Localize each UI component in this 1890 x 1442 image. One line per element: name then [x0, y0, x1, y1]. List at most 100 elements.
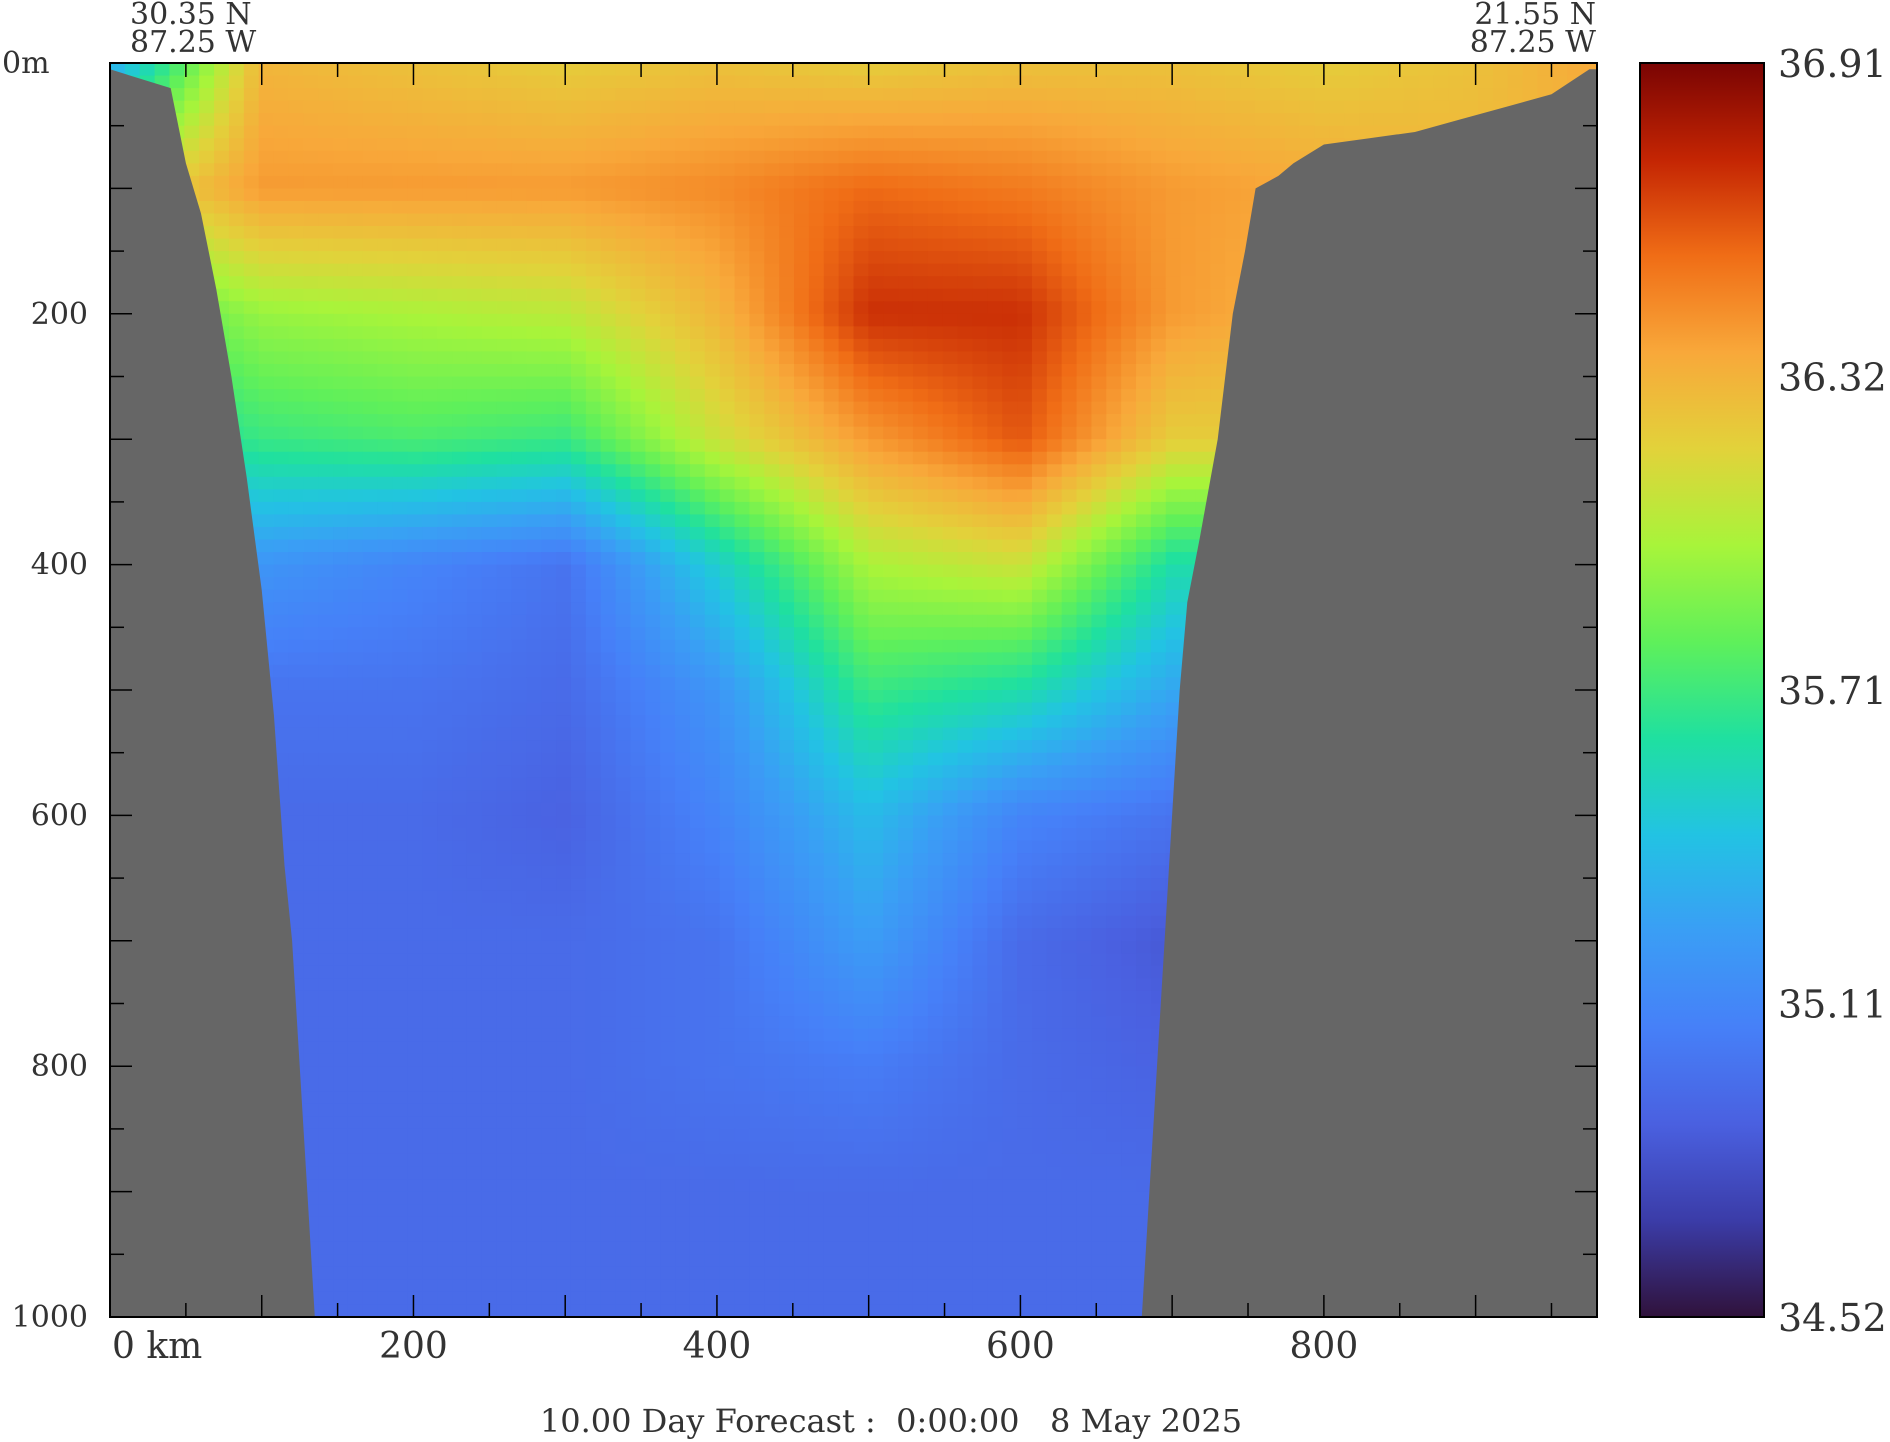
salinity-cell: [541, 526, 557, 541]
salinity-cell: [838, 401, 855, 415]
salinity-cell: [437, 451, 453, 465]
salinity-cell: [645, 251, 661, 265]
salinity-cell: [660, 451, 676, 465]
salinity-cell: [794, 125, 810, 139]
salinity-cell: [987, 539, 1003, 553]
salinity-cell: [764, 301, 780, 315]
salinity-cell: [1091, 589, 1107, 603]
salinity-cell: [362, 426, 379, 440]
salinity-cell: [868, 664, 884, 679]
salinity-cell: [481, 125, 498, 139]
salinity-cell: [481, 175, 498, 189]
salinity-cell: [912, 489, 929, 503]
salinity-cell: [437, 100, 453, 114]
salinity-cell: [526, 313, 542, 327]
salinity-cell: [615, 476, 632, 490]
salinity-cell: [452, 539, 468, 553]
salinity-cell: [1031, 251, 1048, 265]
salinity-cell: [898, 489, 914, 503]
salinity-cell: [333, 138, 349, 152]
salinity-cell: [288, 276, 304, 290]
salinity-cell: [333, 439, 349, 453]
salinity-cell: [228, 238, 245, 252]
salinity-cell: [1017, 489, 1033, 503]
salinity-cell: [764, 276, 780, 290]
salinity-cell: [764, 351, 780, 365]
salinity-cell: [303, 376, 319, 390]
salinity-cell: [660, 238, 676, 252]
salinity-cell: [912, 552, 929, 566]
salinity-cell: [794, 664, 810, 679]
salinity-cell: [407, 88, 423, 102]
salinity-cell: [407, 426, 423, 440]
salinity-cell: [452, 464, 468, 478]
salinity-cell: [199, 213, 215, 227]
salinity-cell: [422, 577, 438, 591]
salinity-cell: [452, 426, 468, 440]
salinity-cell: [749, 175, 765, 189]
salinity-cell: [392, 564, 408, 578]
salinity-cell: [927, 313, 944, 327]
salinity-cell: [1210, 113, 1226, 127]
salinity-cell: [526, 138, 542, 152]
salinity-cell: [273, 514, 290, 528]
salinity-cell: [1091, 75, 1107, 89]
salinity-cell: [437, 577, 453, 591]
salinity-cell: [823, 426, 840, 440]
salinity-cell: [823, 414, 840, 428]
salinity-cell: [1031, 263, 1048, 277]
salinity-cell: [407, 577, 423, 591]
salinity-cell: [630, 150, 646, 164]
salinity-cell: [764, 363, 780, 378]
salinity-cell: [1121, 125, 1137, 139]
salinity-cell: [912, 677, 929, 691]
salinity-cell: [347, 213, 364, 227]
salinity-cell: [1180, 163, 1197, 177]
salinity-cell: [481, 614, 498, 628]
salinity-cell: [422, 464, 438, 478]
salinity-cell: [987, 589, 1003, 603]
salinity-cell: [377, 263, 394, 277]
salinity-cell: [719, 75, 736, 89]
salinity-cell: [1329, 88, 1345, 102]
salinity-cell: [868, 276, 884, 290]
salinity-cell: [1210, 125, 1226, 139]
salinity-cell: [689, 564, 706, 578]
salinity-cell: [511, 75, 527, 89]
salinity-cell: [377, 288, 394, 302]
salinity-cell: [779, 351, 795, 365]
salinity-cell: [808, 188, 825, 202]
salinity-cell: [1195, 200, 1211, 215]
salinity-cell: [214, 163, 230, 177]
salinity-cell: [704, 564, 721, 578]
salinity-cell: [1046, 414, 1063, 428]
salinity-cell: [1017, 163, 1033, 177]
salinity-cell: [258, 63, 275, 77]
salinity-cell: [570, 639, 587, 653]
salinity-cell: [898, 251, 914, 265]
salinity-cell: [556, 226, 572, 240]
salinity-cell: [407, 627, 423, 641]
salinity-cell: [1046, 476, 1063, 490]
salinity-cell: [1195, 175, 1211, 189]
salinity-cell: [615, 464, 632, 478]
salinity-cell: [764, 451, 780, 465]
salinity-cell: [1165, 138, 1182, 152]
salinity-cell: [377, 426, 394, 440]
salinity-cell: [1225, 175, 1241, 189]
salinity-cell: [675, 577, 691, 591]
salinity-cell: [481, 501, 498, 516]
salinity-cell: [541, 113, 557, 127]
salinity-cell: [645, 175, 661, 189]
salinity-cell: [1136, 100, 1152, 114]
salinity-cell: [303, 313, 319, 327]
salinity-cell: [570, 276, 587, 290]
salinity-cell: [1106, 652, 1122, 666]
salinity-cell: [689, 589, 706, 603]
salinity-cell: [407, 514, 423, 528]
salinity-cell: [481, 251, 498, 265]
salinity-cell: [1061, 125, 1078, 139]
salinity-cell: [808, 288, 825, 302]
salinity-cell: [957, 652, 974, 666]
salinity-cell: [1031, 464, 1048, 478]
